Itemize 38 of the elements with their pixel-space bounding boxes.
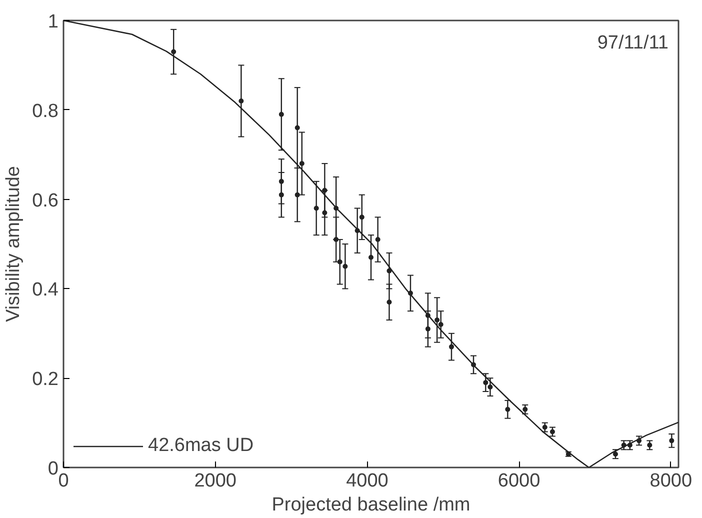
- y-tick-label: 0.4: [32, 280, 59, 301]
- point: [505, 406, 510, 412]
- point: [171, 49, 176, 54]
- point: [438, 322, 444, 327]
- line-series: [64, 20, 678, 468]
- x-tick-label: 2000: [194, 470, 236, 492]
- point: [669, 438, 674, 444]
- y-tick-label: 1: [48, 12, 59, 32]
- point: [448, 344, 454, 350]
- x-tick-label: 6000: [498, 470, 540, 492]
- point: [342, 264, 348, 269]
- point: [278, 178, 284, 184]
- point: [238, 98, 244, 104]
- point: [483, 380, 488, 386]
- point: [322, 210, 328, 216]
- point: [434, 317, 440, 322]
- point: [337, 259, 342, 264]
- point: [386, 300, 392, 305]
- point: [294, 192, 300, 198]
- point: [278, 192, 284, 198]
- legend-label: 42.6mas UD: [148, 435, 254, 457]
- y-tick-label: 0.2: [32, 369, 59, 390]
- point: [359, 214, 364, 220]
- point: [488, 384, 493, 390]
- point: [299, 161, 304, 166]
- y-axis-title: Visibility amplitude: [3, 166, 24, 322]
- point: [368, 254, 374, 260]
- y-tick-label: 0.6: [32, 190, 59, 212]
- point: [294, 125, 300, 130]
- point: [425, 326, 430, 332]
- annotation: 97/11/11: [597, 32, 668, 54]
- y-tick-label: 0.8: [32, 100, 59, 122]
- point: [375, 237, 380, 242]
- point: [314, 206, 319, 211]
- x-tick-label: 8000: [650, 470, 692, 492]
- x-axis-title: Projected baseline /mm: [272, 494, 470, 516]
- point: [278, 112, 284, 117]
- x-tick-label: 4000: [346, 470, 388, 492]
